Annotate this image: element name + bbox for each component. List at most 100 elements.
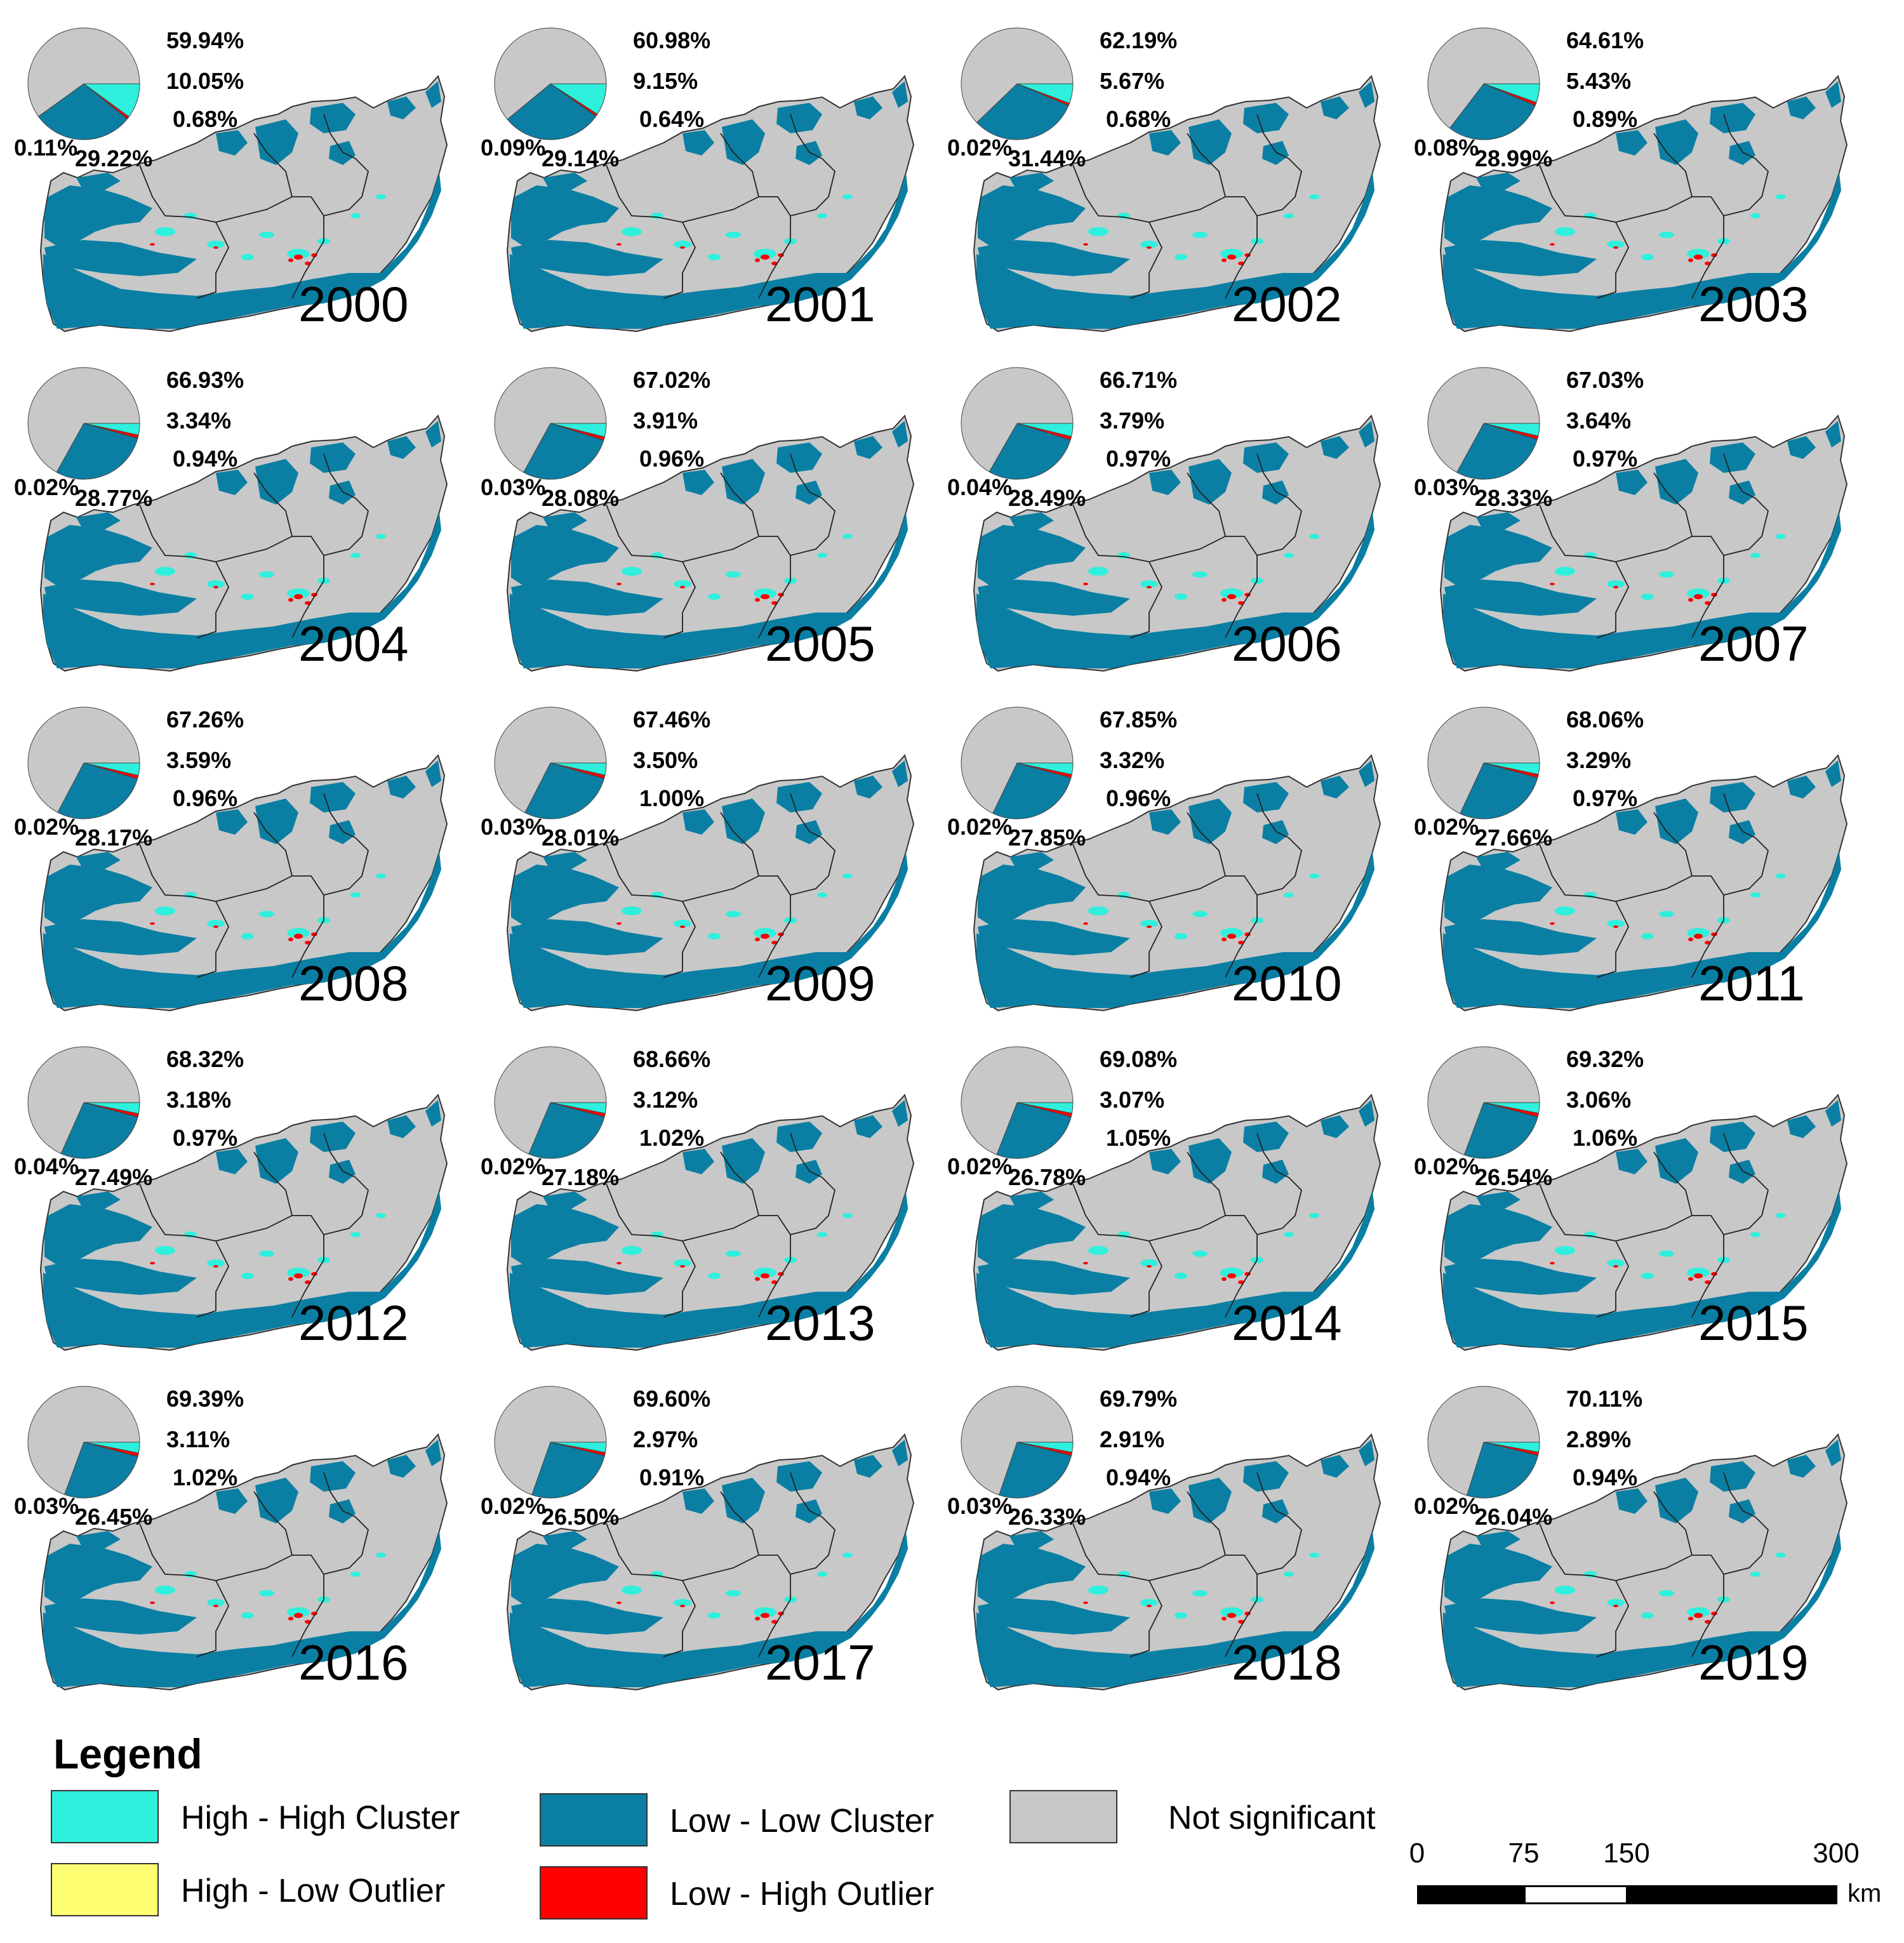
high-high-patch bbox=[726, 232, 741, 238]
pie-slice-low-low bbox=[507, 83, 597, 140]
low-high-patch bbox=[288, 258, 293, 262]
pie-slice-low-low bbox=[1460, 762, 1538, 819]
pct-high-high: 3.64% bbox=[1566, 408, 1632, 434]
low-low-patch bbox=[310, 782, 356, 812]
pie-slice-not-significant bbox=[27, 1046, 140, 1155]
low-high-patch bbox=[1550, 1601, 1555, 1604]
low-low-patch bbox=[722, 799, 765, 844]
low-low-patch bbox=[1787, 1455, 1816, 1478]
low-high-patch bbox=[1147, 1605, 1152, 1607]
high-high-patch bbox=[708, 254, 721, 260]
low-low-patch bbox=[976, 1531, 1375, 1687]
province-borders bbox=[139, 114, 369, 299]
low-high-areas bbox=[1083, 1601, 1251, 1624]
high-high-patch bbox=[817, 1572, 827, 1577]
low-low-patch bbox=[216, 470, 248, 495]
province-borders bbox=[1072, 1472, 1302, 1657]
map-2000 bbox=[27, 27, 448, 333]
pie-slice-not-significant bbox=[494, 1386, 607, 1495]
pie-slice-low-low bbox=[523, 423, 604, 480]
high-high-patch bbox=[754, 928, 776, 938]
low-low-patch bbox=[76, 173, 121, 192]
high-high-patch bbox=[155, 1246, 175, 1255]
pct-high-low: 0.11% bbox=[14, 135, 78, 161]
high-high-areas bbox=[622, 1213, 853, 1279]
high-high-patch bbox=[155, 567, 175, 576]
low-low-patch bbox=[892, 760, 908, 787]
low-low-patch bbox=[44, 1544, 152, 1605]
low-low-patch bbox=[1476, 1191, 1521, 1210]
map-2006 bbox=[961, 367, 1381, 672]
high-high-patch bbox=[1776, 194, 1786, 199]
low-low-patch bbox=[976, 512, 1375, 668]
high-high-patch bbox=[1175, 594, 1187, 600]
year-label: 2002 bbox=[1232, 276, 1342, 332]
low-high-patch bbox=[288, 1617, 293, 1621]
low-low-areas bbox=[43, 1440, 441, 1687]
high-high-patch bbox=[1192, 1590, 1208, 1596]
low-low-patch bbox=[329, 1499, 356, 1523]
low-low-patch bbox=[1729, 141, 1755, 165]
pie-chart-2005 bbox=[494, 367, 607, 480]
province-border bbox=[323, 1472, 369, 1575]
map-panel-2011: 68.06% 3.29% 0.97% 0.02% 27.66% 2011 bbox=[1414, 686, 1892, 1025]
low-low-patch bbox=[1655, 1138, 1698, 1184]
province-border bbox=[1187, 1491, 1226, 1556]
high-high-patch bbox=[1687, 249, 1710, 259]
map-2004 bbox=[27, 367, 448, 672]
province-border bbox=[323, 453, 369, 556]
low-low-patch bbox=[892, 421, 908, 448]
low-low-patch bbox=[511, 1259, 663, 1295]
low-high-patch bbox=[1613, 246, 1618, 249]
high-high-patch bbox=[350, 1572, 361, 1577]
map-2016 bbox=[27, 1386, 448, 1691]
pie-slice-low-low bbox=[531, 1442, 605, 1499]
pie-slice-not-significant bbox=[961, 706, 1074, 814]
province-border bbox=[682, 536, 791, 639]
low-low-patch bbox=[1710, 1461, 1755, 1492]
low-low-patch bbox=[854, 1115, 882, 1138]
pct-high-low: 0.03% bbox=[14, 1493, 79, 1519]
province-border bbox=[720, 1151, 759, 1216]
high-high-patch bbox=[1776, 1553, 1786, 1558]
high-high-patch bbox=[350, 213, 361, 218]
low-low-patch bbox=[1616, 1149, 1648, 1174]
year-label: 2017 bbox=[765, 1635, 875, 1690]
low-low-patch bbox=[310, 1122, 356, 1152]
low-high-areas bbox=[1550, 1262, 1717, 1284]
low-high-patch bbox=[1688, 1277, 1693, 1281]
pct-low-high: 0.68% bbox=[1106, 106, 1171, 132]
low-low-patch bbox=[1444, 1204, 1552, 1265]
low-low-patch bbox=[425, 81, 441, 108]
low-low-patch bbox=[510, 1191, 908, 1348]
pct-low-high: 0.94% bbox=[1573, 1464, 1638, 1490]
low-high-patch bbox=[1613, 1265, 1618, 1268]
map-panel-2017: 69.60% 2.97% 0.91% 0.02% 26.50% 2017 bbox=[481, 1365, 959, 1704]
year-label: 2004 bbox=[298, 616, 409, 672]
pie-chart-2010 bbox=[961, 706, 1074, 819]
province-border bbox=[1148, 875, 1258, 978]
pie-chart-2016 bbox=[27, 1386, 140, 1499]
low-low-patch bbox=[76, 1531, 121, 1550]
pct-not-significant: 67.46% bbox=[633, 706, 711, 733]
high-high-patch bbox=[155, 227, 175, 236]
pie-slice-not-significant bbox=[1427, 27, 1540, 129]
year-label: 2007 bbox=[1698, 616, 1809, 672]
low-high-areas bbox=[1083, 922, 1251, 945]
low-low-patch bbox=[1729, 1160, 1755, 1184]
pie-slice-not-significant bbox=[494, 27, 607, 120]
map-panel-2010: 67.85% 3.32% 0.96% 0.02% 27.85% 2010 bbox=[947, 686, 1425, 1025]
low-high-patch bbox=[288, 1277, 293, 1281]
high-high-patch bbox=[350, 1232, 361, 1237]
province-border bbox=[253, 812, 293, 877]
pct-not-significant: 67.85% bbox=[1100, 706, 1178, 733]
high-high-areas bbox=[622, 534, 853, 600]
low-high-areas bbox=[150, 1262, 317, 1284]
low-high-patch bbox=[1227, 594, 1236, 599]
low-low-patch bbox=[978, 525, 1086, 586]
high-high-patch bbox=[1641, 1612, 1654, 1619]
map-panel-2000: 59.94% 10.05% 0.68% 0.11% 29.22% 2000 bbox=[14, 6, 492, 346]
province-border bbox=[1148, 536, 1258, 639]
low-low-patch bbox=[1009, 852, 1054, 871]
pie-chart-2003 bbox=[1427, 27, 1540, 140]
